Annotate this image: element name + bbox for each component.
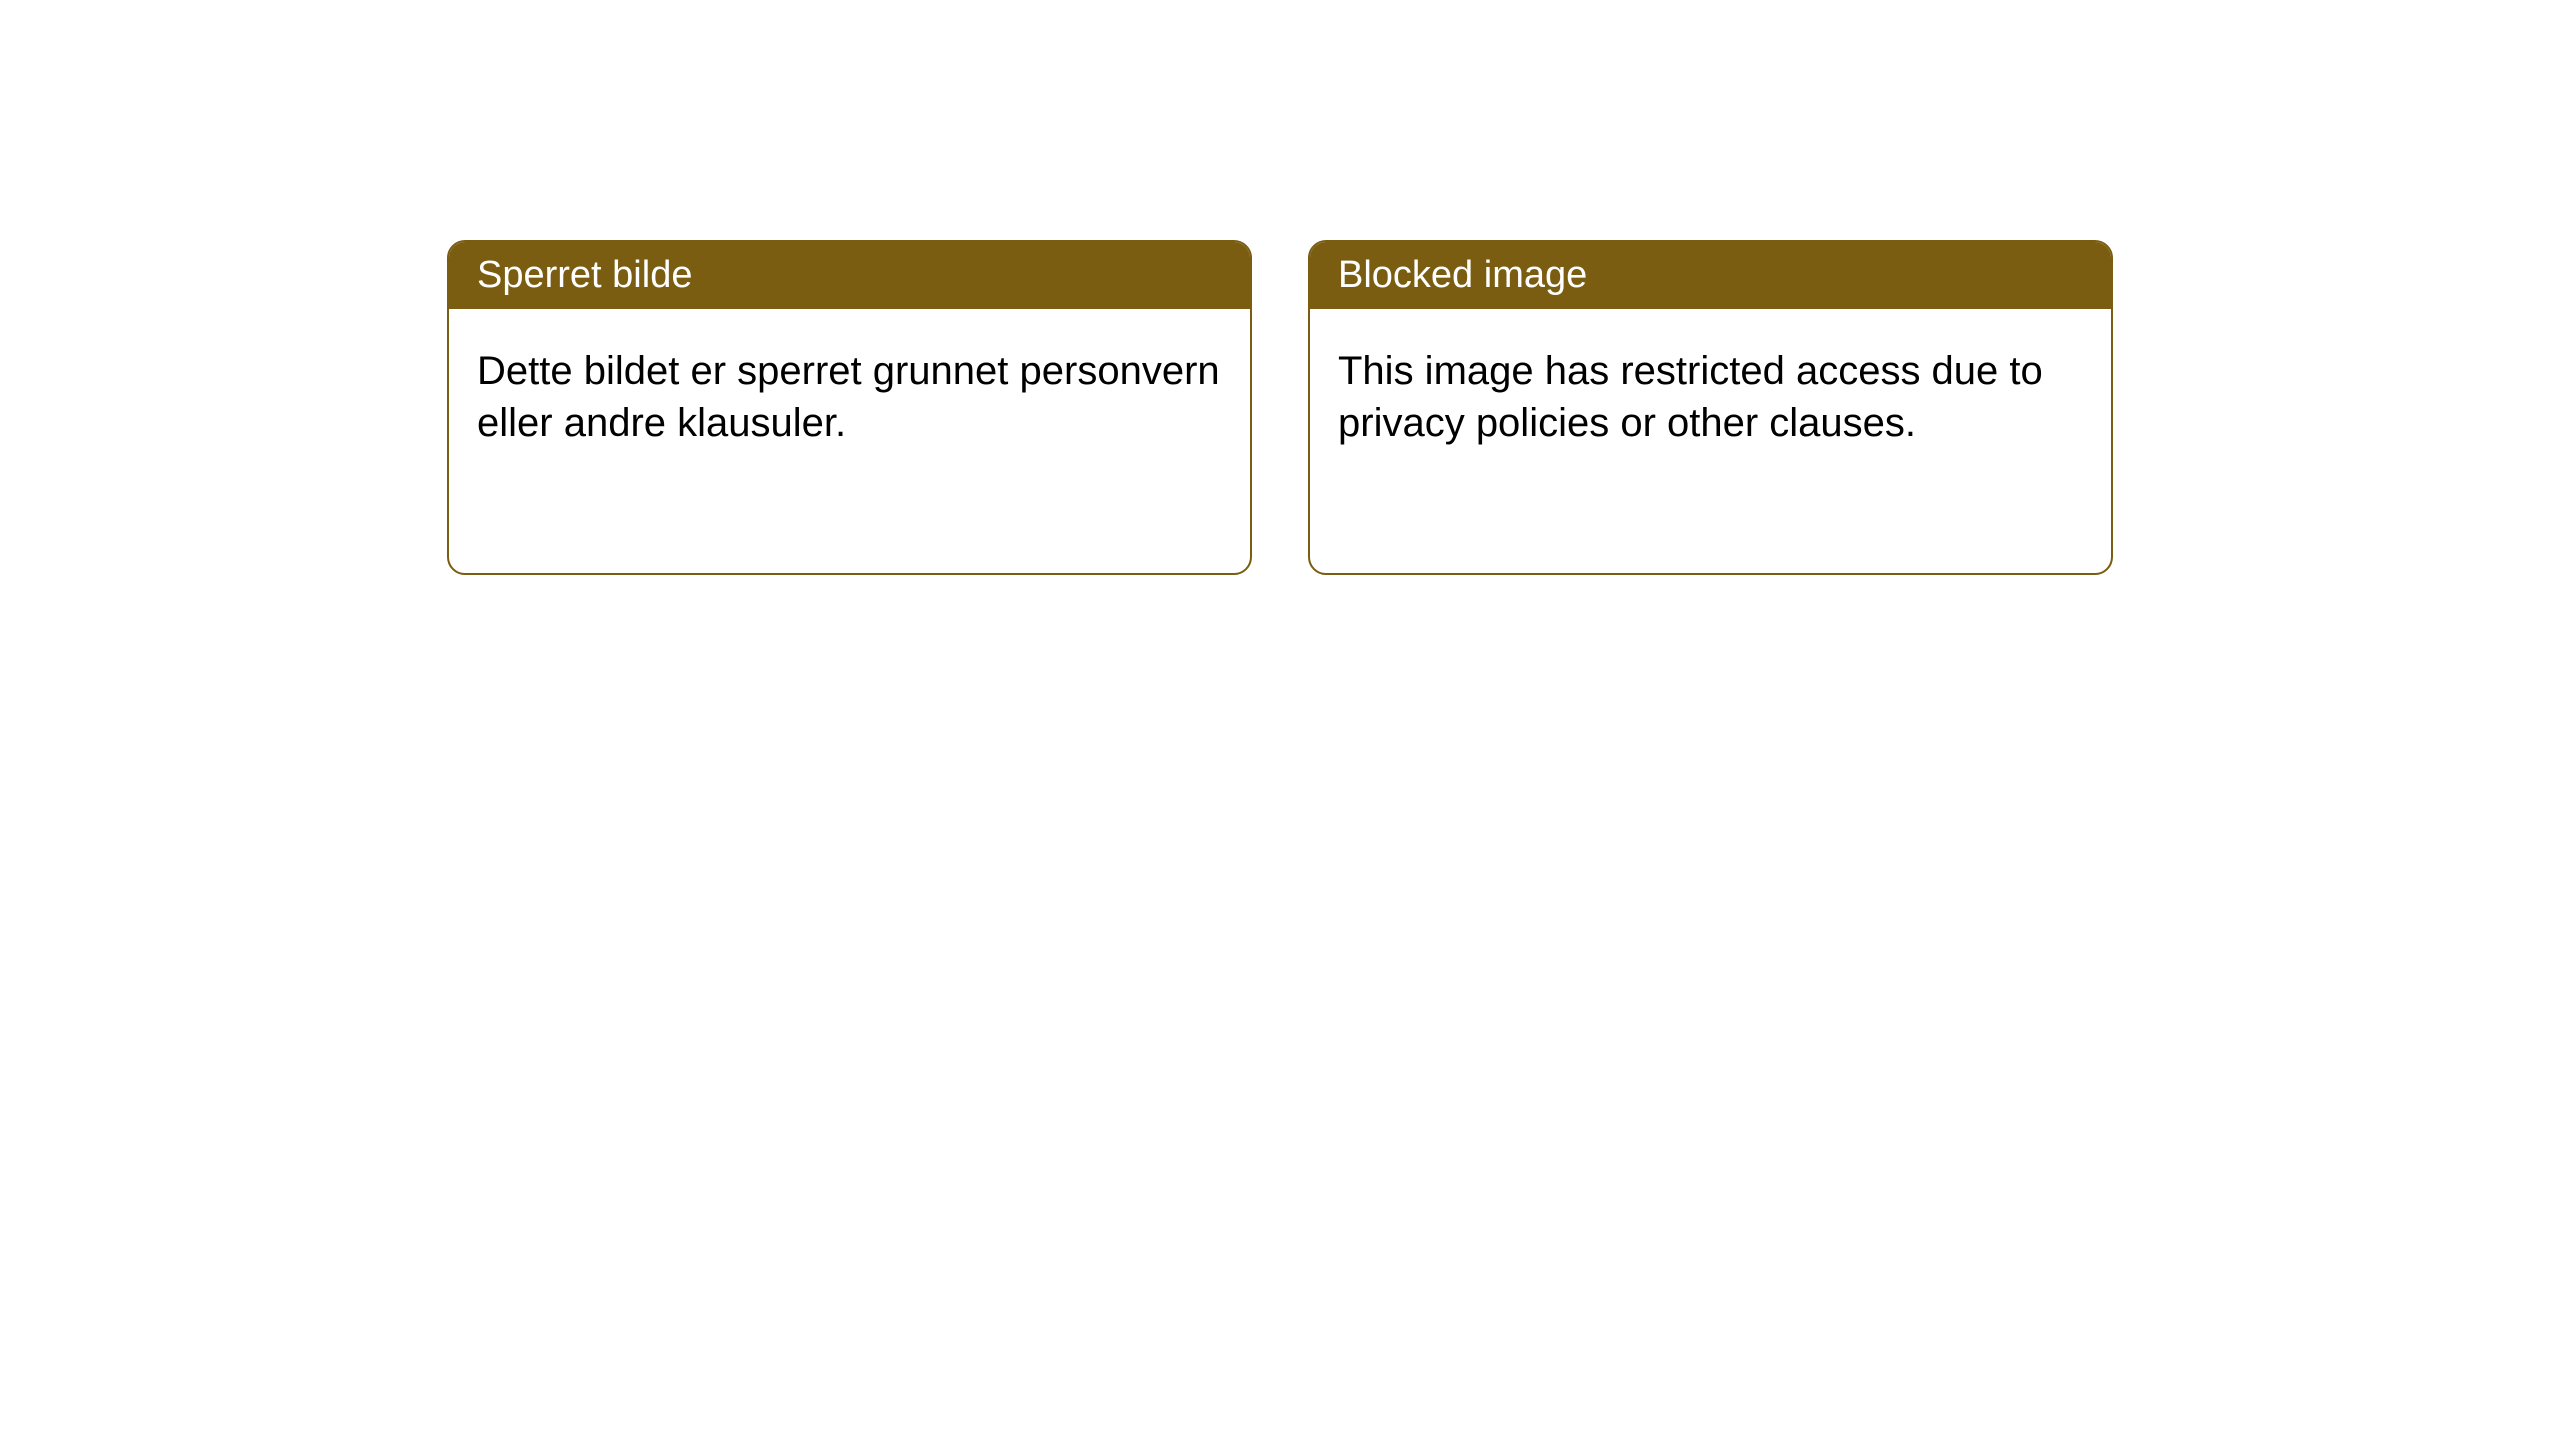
card-body-english: This image has restricted access due to …: [1310, 309, 2111, 485]
card-body-norwegian: Dette bildet er sperret grunnet personve…: [449, 309, 1250, 485]
card-header-norwegian: Sperret bilde: [449, 242, 1250, 309]
card-norwegian: Sperret bilde Dette bildet er sperret gr…: [447, 240, 1252, 575]
cards-container: Sperret bilde Dette bildet er sperret gr…: [447, 240, 2113, 1440]
card-english: Blocked image This image has restricted …: [1308, 240, 2113, 575]
card-header-english: Blocked image: [1310, 242, 2111, 309]
